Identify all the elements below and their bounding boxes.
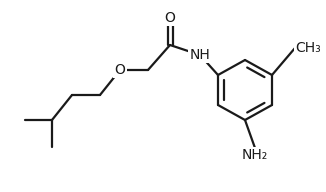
Text: O: O	[114, 63, 126, 77]
Text: O: O	[165, 11, 175, 25]
Text: NH₂: NH₂	[242, 148, 268, 162]
Text: NH: NH	[190, 48, 210, 62]
Text: CH₃: CH₃	[295, 41, 321, 55]
